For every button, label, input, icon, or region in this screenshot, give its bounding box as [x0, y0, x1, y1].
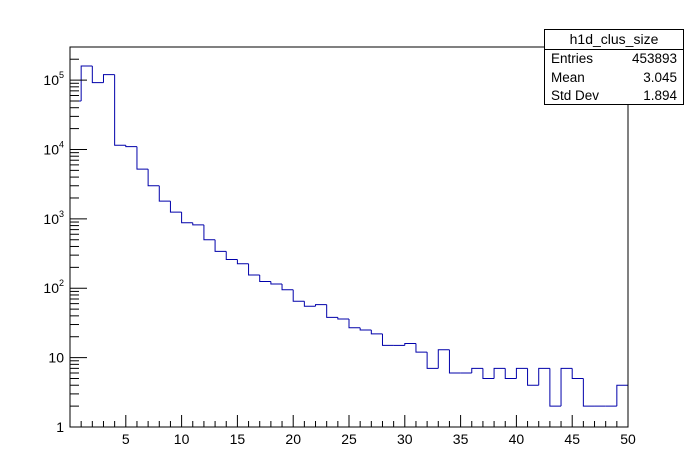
histogram-bin — [248, 263, 260, 276]
histogram-bin — [158, 185, 171, 202]
y-tick-label: 103 — [43, 209, 64, 227]
histogram-bin — [426, 352, 439, 369]
histogram-bin — [303, 301, 316, 307]
histogram-bin — [315, 304, 327, 307]
histogram-bin — [214, 239, 227, 252]
histogram-bin — [259, 275, 271, 283]
histogram-bin — [471, 367, 483, 374]
stats-box-title: h1d_clus_size — [545, 30, 683, 50]
histogram-bin — [236, 259, 249, 265]
stats-value-mean: 3.045 — [643, 69, 677, 85]
histogram-bin — [527, 368, 539, 386]
y-tick-label: 104 — [43, 139, 64, 157]
histogram-bin — [582, 378, 595, 407]
x-tick-label: 50 — [620, 431, 636, 447]
histogram-bin — [359, 327, 372, 331]
stats-value-stddev: 1.894 — [643, 88, 677, 103]
histogram-bin — [560, 367, 573, 407]
y-tick-label: 105 — [43, 70, 64, 88]
histogram-bin — [404, 342, 416, 346]
histogram-bin — [437, 349, 450, 369]
y-tick-label: 10 — [48, 350, 64, 366]
histogram-bin — [448, 349, 461, 374]
x-tick-label: 40 — [509, 431, 525, 447]
histogram-bin — [348, 319, 361, 329]
histogram-bin — [169, 201, 182, 213]
histogram-bin — [181, 212, 193, 224]
stats-label-entries: Entries — [551, 51, 594, 66]
histogram-bin — [415, 343, 428, 353]
histogram-bin — [125, 145, 137, 148]
histogram-bin — [292, 289, 305, 302]
stats-row-mean: Mean 3.045 — [545, 69, 683, 88]
histogram-bin — [370, 330, 383, 335]
histogram-bin — [538, 367, 550, 386]
histogram-bin — [114, 74, 126, 146]
x-tick-label: 5 — [122, 431, 130, 447]
x-tick-label: 15 — [230, 431, 246, 447]
histogram-bin — [203, 224, 216, 241]
y-tick-label: 1 — [56, 419, 64, 435]
stats-row-entries: Entries 453893 — [545, 50, 683, 69]
stats-label-mean: Mean — [551, 69, 585, 85]
histogram-bin — [493, 367, 506, 379]
histogram-bin — [270, 281, 283, 285]
histogram-bin — [616, 384, 629, 427]
x-tick-label: 35 — [453, 431, 469, 447]
stats-box: h1d_clus_size Entries 453893 Mean 3.045 … — [544, 29, 684, 105]
histogram-bin — [80, 65, 93, 101]
histogram-bin — [482, 368, 495, 380]
histogram-bin — [326, 304, 338, 318]
histogram-bin — [147, 169, 160, 187]
histogram-bin — [549, 368, 562, 407]
x-tick-label: 45 — [564, 431, 580, 447]
x-tick-label: 30 — [397, 431, 413, 447]
x-tick-label: 10 — [174, 431, 190, 447]
histogram-bin — [136, 146, 149, 170]
histogram-bin — [192, 222, 204, 226]
x-tick-label: 20 — [285, 431, 301, 447]
y-tick-label: 102 — [43, 278, 64, 296]
histogram-bin — [515, 367, 528, 379]
histogram-bin — [504, 368, 517, 380]
histogram-bin — [91, 65, 104, 84]
histogram-bin — [571, 368, 584, 380]
stats-row-stddev: Std Dev 1.894 — [545, 87, 683, 106]
histogram-bin — [337, 317, 349, 320]
histogram-bin — [102, 74, 115, 83]
histogram-bin — [381, 333, 394, 346]
histogram-bin — [225, 251, 238, 260]
histogram-bin — [281, 284, 294, 291]
x-tick-label: 25 — [341, 431, 357, 447]
stats-value-entries: 453893 — [631, 51, 677, 66]
stats-label-stddev: Std Dev — [551, 88, 600, 103]
